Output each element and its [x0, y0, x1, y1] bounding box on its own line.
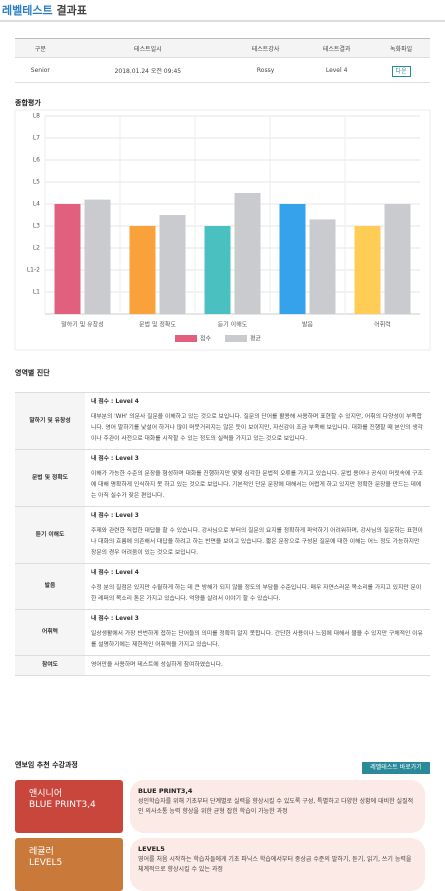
bar [354, 226, 381, 314]
td: Senior [15, 57, 66, 83]
bar [84, 199, 111, 314]
y-tick-label: L7 [33, 135, 40, 142]
badge-line: LEVEL5 [29, 858, 63, 868]
badge-line: BLUE PRINT3,4 [29, 800, 96, 810]
bar [129, 226, 156, 314]
area-detail: 내 점수 : Level 4 수정 분의 질점은 있지만 수월하게 하는 데 큰 … [85, 563, 430, 610]
y-tick-label: L4 [33, 201, 40, 208]
course-panel: BLUE PRINT3,4 성인학습자를 위해 기초부터 단계별로 실력을 향상시… [130, 780, 425, 833]
area-label: 참여도 [15, 655, 85, 676]
th: 녹화파일 [372, 38, 430, 58]
area-label: 말하기 및 유창성 [15, 392, 85, 450]
bar [309, 219, 336, 314]
badge-line: 앤시니어 [29, 789, 63, 799]
description: 대부분의 'WH' 의문사 질문을 이해하고 있는 것으로 보입니다. 질문의 … [91, 414, 424, 442]
area-label: 듣기 이해도 [15, 506, 85, 564]
td: Rossy [230, 57, 302, 83]
score: 내 점수 : Level 3 [91, 616, 139, 622]
th: 구분 [15, 38, 66, 58]
section-title: 엔보임 추천 수강과정 [15, 761, 78, 769]
td: Level 4 [301, 57, 373, 83]
score: 내 점수 : Level 3 [91, 513, 139, 519]
diagnosis-row: 어휘력 내 점수 : Level 3 일상생활에서 가장 빈번하게 접하는 단어들의… [15, 609, 430, 656]
area-detail: 내 점수 : Level 3 일상생활에서 가장 빈번하게 접하는 단어들의 의미… [85, 609, 430, 656]
x-tick-label: 어휘력 [374, 321, 391, 329]
course-name: LEVEL5 [138, 845, 165, 853]
area-label: 어휘력 [15, 609, 85, 656]
x-tick-label: 문법 및 정확도 [139, 321, 176, 329]
title-sub: 결과표 [56, 4, 87, 17]
legend-label: 점수 [200, 336, 212, 343]
bar [54, 204, 81, 314]
bar [279, 204, 306, 314]
bar [384, 204, 411, 314]
y-tick-label: L5 [33, 179, 40, 186]
y-tick-label: L3 [33, 223, 40, 230]
download-button[interactable]: 다운 [391, 65, 411, 77]
badge-line: 레귤러 [29, 847, 54, 857]
legend-swatch [225, 335, 247, 342]
y-tick-label: L8 [33, 113, 40, 120]
x-tick-label: 발음 [302, 321, 314, 329]
bar [234, 193, 261, 314]
course-name: BLUE PRINT3,4 [138, 787, 193, 795]
plot-frame [14, 109, 431, 351]
td: 다운 [372, 57, 430, 83]
course-badge: 앤시니어 BLUE PRINT3,4 [15, 780, 123, 833]
legend-swatch [175, 335, 197, 342]
area-detail: 내 점수 : Level 3 주제와 관련한 직접한 대답을 할 수 있습니다. … [85, 506, 430, 564]
description: 이해가 가능한 수준의 문장을 형성하며 대화를 진행하지만 몇몇 심각한 문법… [91, 471, 423, 499]
th: 테스트결과 [301, 38, 373, 58]
bar [159, 215, 186, 314]
score: 내 점수 : Level 4 [91, 570, 139, 576]
header: 레벨테스트 결과표 [0, 0, 445, 22]
diagnosis-row: 말하기 및 유창성 내 점수 : Level 4 대부분의 'WH' 의문사 질문을… [15, 392, 430, 450]
y-tick-label: L1 [33, 289, 40, 296]
score: 내 점수 : Level 3 [91, 456, 139, 462]
diagnosis-row: 문법 및 정확도 내 점수 : Level 3 이해가 가능한 수준의 문장을 형성… [15, 449, 430, 507]
title-main: 레벨테스트 [2, 4, 53, 17]
course-desc: 영어를 처음 시작하는 학습자들에게 기초 파닉스 학습에서부터 중상급 수준의… [138, 856, 412, 873]
legend-label: 평균 [250, 335, 262, 343]
diagnosis-row: 참여도 영어만을 사용하며 테스트에 성실하게 참여하였습니다. [15, 655, 430, 676]
description: 주제와 관련한 직접한 대답을 할 수 있습니다. 강사님으로 부터의 질문의 … [91, 528, 423, 556]
diagnosis-table: 말하기 및 유창성 내 점수 : Level 4 대부분의 'WH' 의문사 질문을… [15, 392, 430, 676]
chart: L1 L1-2 L2 L3 L4 L5 L6 L7 L8 말하기 및 유창성 문법 및 정확도 듣기 … [14, 109, 431, 351]
section-title: 종합평가 [15, 99, 41, 107]
y-tick-label: L2 [33, 245, 40, 252]
th: 테스트강사 [230, 38, 302, 58]
area-detail: 내 점수 : Level 4 대부분의 'WH' 의문사 질문을 이해하고 있는 … [85, 392, 430, 450]
description: 수정 분의 질점은 있지만 수월하게 하는 데 큰 방해가 되지 않을 정도의 … [91, 585, 422, 602]
diagnosis-row: 발음 내 점수 : Level 4 수정 분의 질점은 있지만 수월하게 하는 데 … [15, 563, 430, 610]
area-detail: 영어만을 사용하며 테스트에 성실하게 참여하였습니다. [85, 655, 430, 676]
bar [204, 226, 231, 314]
td: 2018.01.24 오전 09:45 [65, 57, 231, 83]
score: 내 점수 : Level 4 [91, 399, 139, 405]
course-desc: 성인학습자를 위해 기초부터 단계별로 실력을 향상시킬 수 있도록 구성, 특… [138, 798, 414, 815]
course-button[interactable]: 레벨테스트 바로가기 [362, 762, 430, 774]
th: 테스트일시 [65, 38, 231, 58]
x-tick-label: 듣기 이해도 [218, 321, 248, 329]
y-tick-label: L6 [33, 157, 40, 164]
description: 일상생활에서 가장 빈번하게 접하는 단어들의 의미를 정확히 알지 못합니다.… [91, 631, 423, 648]
y-tick-label: L1-2 [27, 267, 40, 274]
area-detail: 내 점수 : Level 3 이해가 가능한 수준의 문장을 형성하며 대화를 진… [85, 449, 430, 507]
diagnosis-row: 듣기 이해도 내 점수 : Level 3 주제와 관련한 직접한 대답을 할 수 … [15, 506, 430, 564]
section-title: 영역별 진단 [15, 369, 50, 377]
summary-table: 구분 테스트일시 테스트강사 테스트결과 녹화파일 Senior 2018.01.24 오… [15, 38, 430, 83]
description: 영어만을 사용하며 테스트에 성실하게 참여하였습니다. [91, 662, 223, 668]
course-badge: 레귤러 LEVEL5 [15, 838, 123, 891]
x-tick-label: 말하기 및 유창성 [61, 321, 103, 329]
area-label: 발음 [15, 563, 85, 610]
area-label: 문법 및 정확도 [15, 449, 85, 507]
course-panel: LEVEL5 영어를 처음 시작하는 학습자들에게 기초 파닉스 학습에서부터 중… [130, 838, 425, 891]
